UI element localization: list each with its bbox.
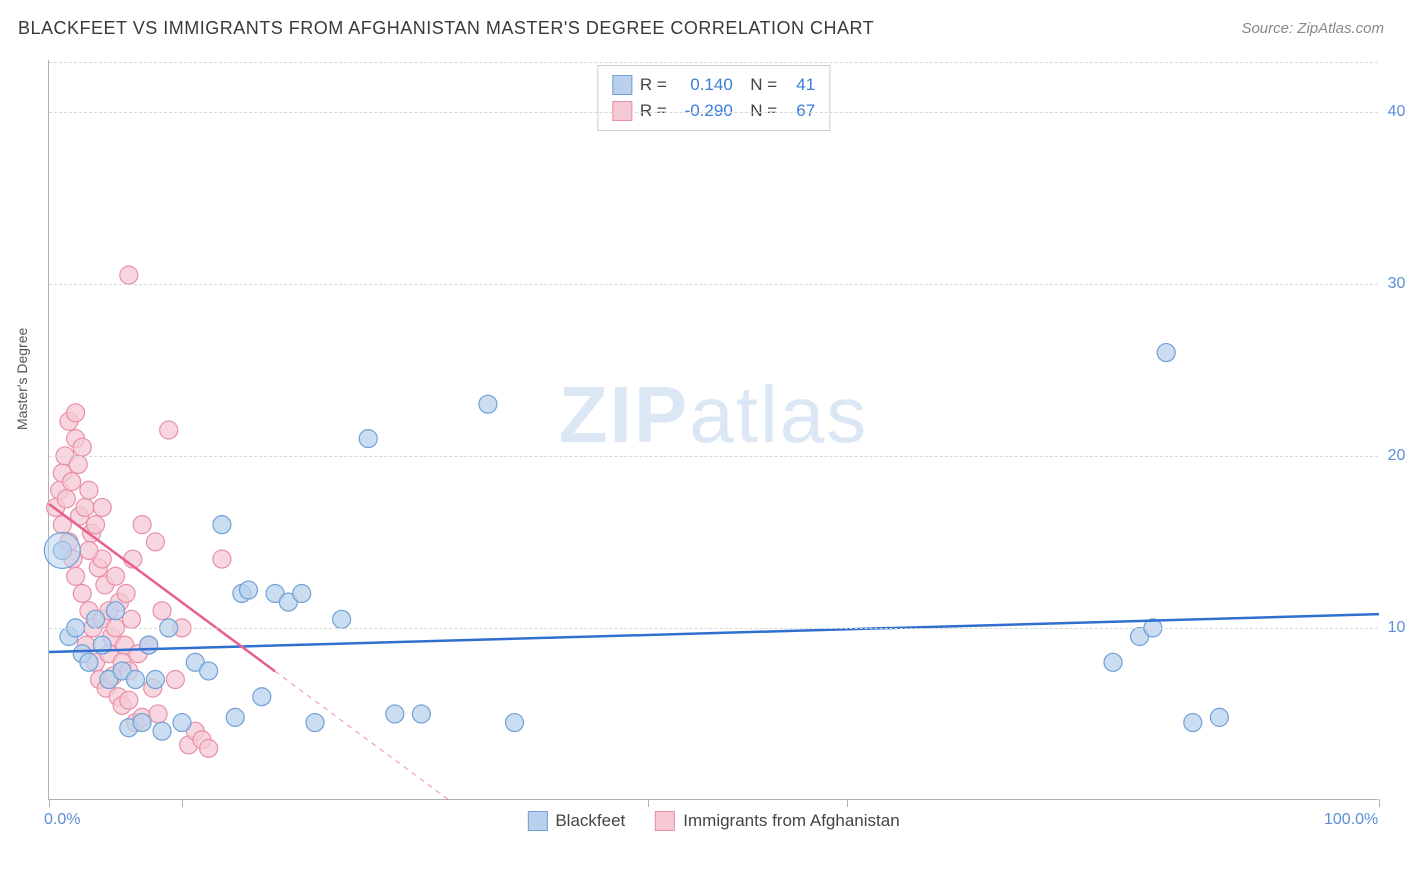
x-tick xyxy=(1379,799,1380,807)
legend-label-blackfeet: Blackfeet xyxy=(555,811,625,831)
legend-item-blackfeet: Blackfeet xyxy=(527,811,625,831)
data-point xyxy=(1184,714,1202,732)
data-point xyxy=(293,584,311,602)
y-tick-label: 40.0% xyxy=(1388,103,1406,121)
data-point xyxy=(63,473,81,491)
data-point xyxy=(213,550,231,568)
chart-title: BLACKFEET VS IMMIGRANTS FROM AFGHANISTAN… xyxy=(18,18,874,39)
data-point xyxy=(93,498,111,516)
gridline xyxy=(49,112,1378,113)
legend-swatch-blackfeet xyxy=(527,811,547,831)
data-point xyxy=(386,705,404,723)
data-point xyxy=(166,671,184,689)
x-tick-label: 100.0% xyxy=(1324,811,1378,829)
legend-label-afghan: Immigrants from Afghanistan xyxy=(683,811,899,831)
data-point xyxy=(1210,708,1228,726)
data-point xyxy=(76,498,94,516)
data-point xyxy=(73,438,91,456)
data-point xyxy=(87,610,105,628)
bottom-legend: Blackfeet Immigrants from Afghanistan xyxy=(527,811,899,831)
data-point xyxy=(240,581,258,599)
data-point xyxy=(333,610,351,628)
data-point xyxy=(140,636,158,654)
source-attribution: Source: ZipAtlas.com xyxy=(1241,20,1384,37)
data-point xyxy=(122,610,140,628)
data-point xyxy=(120,266,138,284)
x-tick xyxy=(49,799,50,807)
chart-plot-area: ZIPatlas R = 0.140 N = 41 R = -0.290 N =… xyxy=(48,60,1378,800)
swatch-blackfeet xyxy=(612,75,632,95)
data-point xyxy=(173,714,191,732)
header: BLACKFEET VS IMMIGRANTS FROM AFGHANISTAN… xyxy=(0,0,1406,47)
data-point xyxy=(107,602,125,620)
data-point xyxy=(1157,344,1175,362)
r-value-blackfeet: 0.140 xyxy=(675,72,733,98)
data-point xyxy=(57,490,75,508)
data-point xyxy=(67,567,85,585)
data-point xyxy=(412,705,430,723)
data-point xyxy=(506,714,524,732)
data-point xyxy=(87,516,105,534)
gridline xyxy=(49,628,1378,629)
gridline xyxy=(49,62,1378,63)
data-point xyxy=(200,739,218,757)
data-point xyxy=(80,481,98,499)
data-point xyxy=(153,602,171,620)
gridline xyxy=(49,284,1378,285)
data-point xyxy=(67,404,85,422)
data-point xyxy=(213,516,231,534)
data-point xyxy=(146,533,164,551)
trend-line xyxy=(49,614,1379,652)
data-point xyxy=(73,584,91,602)
data-point xyxy=(200,662,218,680)
legend-swatch-afghan xyxy=(655,811,675,831)
stats-legend-box: R = 0.140 N = 41 R = -0.290 N = 67 xyxy=(597,65,830,131)
y-tick-label: 10.0% xyxy=(1388,619,1406,637)
data-point xyxy=(160,421,178,439)
data-point xyxy=(69,455,87,473)
x-tick xyxy=(182,799,183,807)
data-point xyxy=(306,714,324,732)
y-tick-label: 20.0% xyxy=(1388,447,1406,465)
n-value-blackfeet: 41 xyxy=(785,72,815,98)
trend-line-dashed xyxy=(275,671,448,799)
stats-row-blackfeet: R = 0.140 N = 41 xyxy=(612,72,815,98)
x-tick-label: 0.0% xyxy=(44,811,80,829)
data-point xyxy=(107,567,125,585)
data-point xyxy=(1104,653,1122,671)
data-point xyxy=(153,722,171,740)
data-point xyxy=(359,430,377,448)
data-point xyxy=(253,688,271,706)
legend-item-afghan: Immigrants from Afghanistan xyxy=(655,811,899,831)
data-point xyxy=(149,705,167,723)
data-point xyxy=(80,541,98,559)
x-tick xyxy=(847,799,848,807)
data-point-large xyxy=(44,532,80,568)
data-point xyxy=(226,708,244,726)
y-axis-label: Master's Degree xyxy=(14,328,30,430)
x-tick xyxy=(648,799,649,807)
data-point xyxy=(133,516,151,534)
data-point xyxy=(80,653,98,671)
gridline xyxy=(49,456,1378,457)
data-point xyxy=(146,671,164,689)
data-point xyxy=(120,691,138,709)
data-point xyxy=(126,671,144,689)
data-point xyxy=(117,584,135,602)
data-point xyxy=(133,714,151,732)
scatter-svg xyxy=(49,60,1378,799)
data-point xyxy=(479,395,497,413)
y-tick-label: 30.0% xyxy=(1388,275,1406,293)
